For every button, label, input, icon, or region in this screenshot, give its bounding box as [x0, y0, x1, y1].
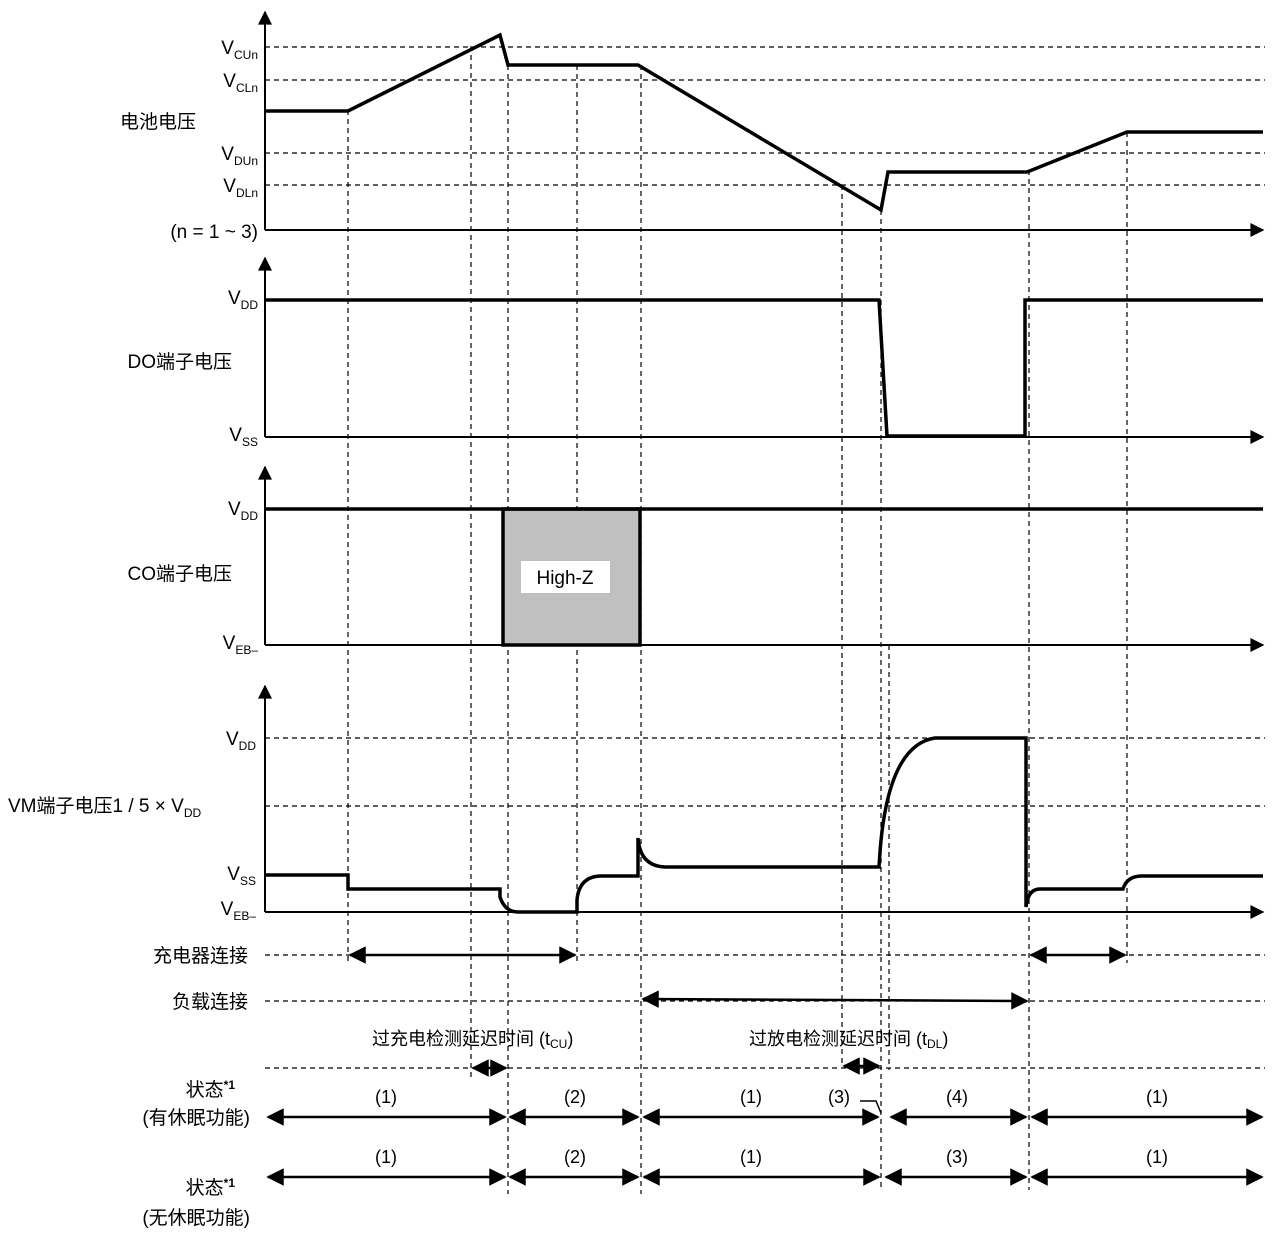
load-arrow: [641, 990, 1029, 1010]
co-veb-label: VEB–: [223, 633, 259, 657]
do-vss-label: VSS: [229, 425, 258, 449]
vm-pin-panel: VDD VM端子电压1 / 5 × VDD VSS VEB–: [8, 684, 1265, 923]
do-pin-panel: VDD VSS DO端子电压: [127, 256, 1265, 449]
state-row-no-sleep: 状态*1 (无休眠功能) (1) (2) (1) (3) (1): [142, 1147, 1264, 1229]
vm-vdd-label: VDD: [226, 729, 256, 753]
state-label-1: 状态*1: [186, 1078, 236, 1101]
state-1-item-1: (2): [564, 1087, 586, 1107]
battery-n-range-note: (n = 1 ~ 3): [170, 222, 258, 243]
vcun-level-label: VCUn: [221, 38, 258, 62]
state-row-sleep: 状态*1 (有休眠功能) (1) (2) (1) (3) (4) (1): [142, 1078, 1264, 1129]
state-1-item-5: (1): [1146, 1087, 1168, 1107]
vdun-level-label: VDUn: [221, 144, 258, 168]
high-z-label: High-Z: [536, 568, 593, 589]
event-guide-lines: [347, 46, 1128, 1194]
charger-connect-label: 充电器连接: [153, 945, 248, 967]
high-z-label-box: [521, 561, 610, 593]
do-pin-title: DO端子电压: [127, 351, 232, 373]
vm-pin-trace: [265, 736, 1263, 914]
state-2-item-0: (1): [375, 1147, 397, 1167]
do-vdd-label: VDD: [228, 288, 258, 312]
state-2-item-1: (2): [564, 1147, 586, 1167]
load-connect-label: 负载连接: [172, 991, 248, 1013]
state-2-item-4: (1): [1146, 1147, 1168, 1167]
state-sublabel-1: (有休眠功能): [142, 1107, 250, 1129]
battery-voltage-title: 电池电压: [120, 111, 196, 133]
overcharge-delay-label: 过充电检测延迟时间 (tCU): [372, 1029, 573, 1051]
state-2-item-2: (1): [740, 1147, 762, 1167]
state-label-2: 状态*1: [186, 1176, 236, 1199]
vcln-level-label: VCLn: [223, 71, 258, 95]
state-sublabel-2: (无休眠功能): [142, 1207, 250, 1229]
battery-voltage-panel: VCUn VCLn VDUn VDLn 电池电压 (n = 1 ~ 3): [120, 10, 1265, 243]
state-2-item-3: (3): [946, 1147, 968, 1167]
vm-vss-label: VSS: [227, 864, 256, 888]
do-pin-trace: [265, 298, 1263, 438]
state-1-item-4: (4): [946, 1087, 968, 1107]
vm-pin-title: VM端子电压: [8, 795, 113, 817]
vdln-level-label: VDLn: [223, 176, 258, 200]
state-1-item-3: (3): [828, 1087, 850, 1107]
co-pin-title: CO端子电压: [127, 563, 232, 585]
event-rows: 充电器连接 负载连接 过充电检测延迟时间 (tCU) 过放电检测延迟时间 (tD…: [153, 945, 1265, 1077]
battery-voltage-trace: [265, 32, 1263, 213]
overdischarge-delay-label: 过放电检测延迟时间 (tDL): [749, 1029, 948, 1051]
vm-pin-title-row: VM端子电压1 / 5 × VDD: [8, 795, 201, 820]
state-1-item-0: (1): [375, 1087, 397, 1107]
co-pin-panel: High-Z VDD VEB– CO端子电压: [127, 465, 1265, 657]
state-1-item-2: (1): [740, 1087, 762, 1107]
vm-veb-label: VEB–: [221, 899, 257, 923]
co-vdd-label: VDD: [228, 499, 258, 523]
